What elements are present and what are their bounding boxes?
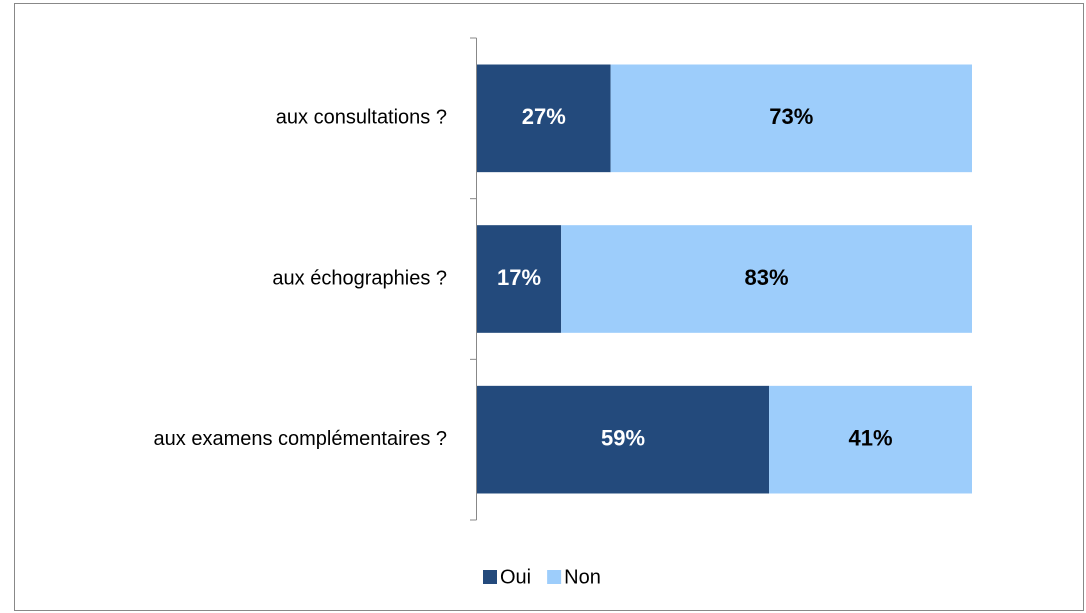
bar-segment xyxy=(610,64,972,173)
legend-label: Non xyxy=(564,566,601,588)
legend-swatch xyxy=(483,570,497,584)
category-label: aux examens complémentaires ? xyxy=(154,428,447,450)
category-label: aux consultations ? xyxy=(276,107,447,129)
category-label: aux échographies ? xyxy=(272,267,447,289)
bar-segment xyxy=(477,385,770,494)
bar-segment xyxy=(561,225,972,333)
legend-swatch xyxy=(547,570,562,584)
data-label: 17% xyxy=(497,265,541,290)
data-label: 59% xyxy=(601,425,645,450)
bar-segment xyxy=(769,385,972,494)
data-label: 41% xyxy=(849,425,893,450)
data-label: 83% xyxy=(745,265,789,290)
bar-segment xyxy=(477,225,562,333)
bar-segment xyxy=(477,64,611,173)
data-label: 27% xyxy=(522,104,566,129)
data-label: 73% xyxy=(769,104,813,129)
legend-label: Oui xyxy=(500,566,531,588)
